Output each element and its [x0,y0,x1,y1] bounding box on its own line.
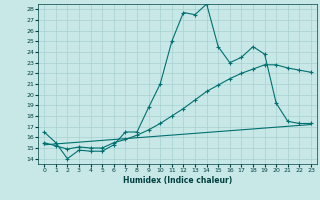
X-axis label: Humidex (Indice chaleur): Humidex (Indice chaleur) [123,176,232,185]
